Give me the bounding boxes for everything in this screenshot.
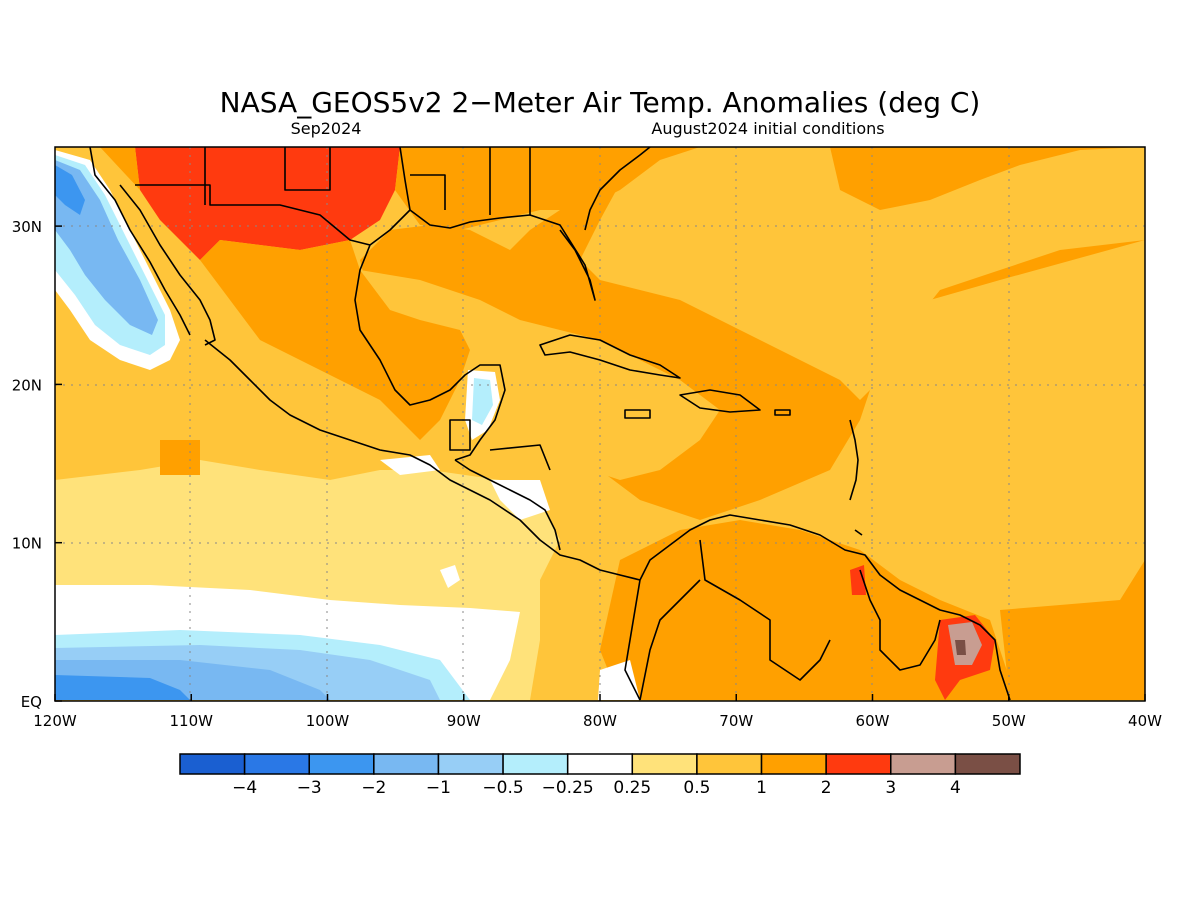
colorbar-label: −2 <box>361 778 386 798</box>
central-america-cool-patch-2 <box>490 480 550 520</box>
central-america-cool-patch <box>380 455 440 475</box>
colorbar-swatch <box>243 753 310 775</box>
colorbar-label: −0.5 <box>482 778 523 798</box>
lat-tick-label: 10N <box>12 535 42 553</box>
colorbar-swatch <box>308 753 375 775</box>
colorbar-swatch <box>437 753 504 775</box>
lon-tick-label: 70W <box>719 712 753 730</box>
colorbar-label: 2 <box>821 778 832 798</box>
venezuela-hot-spot <box>850 565 866 595</box>
atlantic-light-patch-2 <box>690 225 715 250</box>
lat-tick-label: 20N <box>12 376 42 394</box>
lon-tick-label: 40W <box>1128 712 1162 730</box>
lon-tick-label: 110W <box>170 712 214 730</box>
guiana-extreme-core <box>955 640 966 655</box>
colorbar-swatch <box>760 753 827 775</box>
atlantic-light-patch <box>580 147 1145 400</box>
lat-tick-label: EQ <box>21 693 42 711</box>
colombia-cool-patch <box>598 660 640 700</box>
colorbar-label: −3 <box>297 778 322 798</box>
pacific-cool-patch <box>440 565 460 588</box>
colorbar-swatch <box>566 753 634 775</box>
subtitle-left: Sep2024 <box>291 119 362 138</box>
southwest-hot-region <box>135 147 400 260</box>
lon-tick-label: 60W <box>856 712 890 730</box>
map-title: NASA_GEOS5v2 2−Meter Air Temp. Anomalies… <box>220 86 981 119</box>
colorbar-swatch <box>890 753 957 775</box>
colorbar-label: 0.25 <box>613 778 651 798</box>
colorbar-swatch <box>502 753 569 775</box>
colorbar-label: 4 <box>950 778 961 798</box>
map-gridlines <box>55 147 1145 701</box>
lon-tick-label: 50W <box>992 712 1026 730</box>
lat-tick-label: 30N <box>12 218 42 236</box>
colorbar-swatch <box>696 753 763 775</box>
lon-tick-label: 100W <box>306 712 350 730</box>
caribbean-light-region <box>360 270 720 480</box>
colorbar-swatch <box>631 753 698 775</box>
colorbar-label: 1 <box>756 778 767 798</box>
colorbar-swatch <box>825 753 892 775</box>
longitude-axis: 120W 110W 100W 90W 80W 70W 60W 50W 40W <box>33 694 1162 730</box>
latitude-axis: EQ 10N 20N 30N <box>12 218 62 711</box>
lon-tick-label: 80W <box>583 712 617 730</box>
colorbar-swatch <box>373 753 440 775</box>
colorbar-label: −4 <box>232 778 257 798</box>
colorbar-label: 0.5 <box>683 778 710 798</box>
colorbar-label: −0.25 <box>542 778 594 798</box>
coastlines <box>89 147 1011 701</box>
equatorial-deep-blue-band <box>55 675 190 700</box>
lon-tick-label: 120W <box>33 712 77 730</box>
subtitle-right: August2024 initial conditions <box>651 119 884 138</box>
colorbar-label: −1 <box>426 778 451 798</box>
pacific-warm-patch <box>160 440 200 475</box>
map-panel <box>55 147 1145 701</box>
yucatan-cyan-spot <box>472 378 493 425</box>
colorbar-swatch <box>954 753 1021 775</box>
lon-tick-label: 90W <box>447 712 481 730</box>
baja-deep-blue-region <box>55 165 85 215</box>
colorbar: −4 −3 −2 −1 −0.5 −0.25 0.25 0.5 1 2 3 4 <box>179 753 1021 798</box>
colorbar-swatch <box>179 753 246 775</box>
mexico-warm-region <box>100 147 470 440</box>
colorbar-label: 3 <box>885 778 896 798</box>
